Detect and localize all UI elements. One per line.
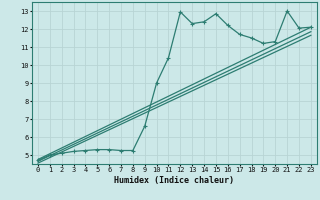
X-axis label: Humidex (Indice chaleur): Humidex (Indice chaleur)	[115, 176, 234, 185]
